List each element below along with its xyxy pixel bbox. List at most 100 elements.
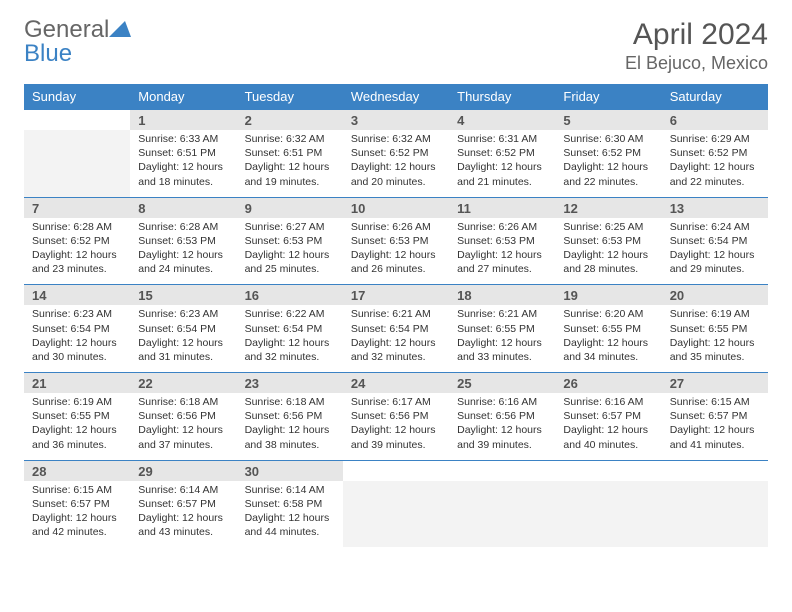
daylight-text: Daylight: 12 hours and 19 minutes. (245, 160, 335, 188)
day-number: 2 (237, 110, 343, 131)
sunset-text: Sunset: 6:53 PM (138, 234, 228, 248)
month-title: April 2024 (625, 18, 768, 51)
sunrise-text: Sunrise: 6:23 AM (32, 307, 122, 321)
day-number: 30 (237, 460, 343, 481)
day-number: 29 (130, 460, 236, 481)
daylight-text: Daylight: 12 hours and 21 minutes. (457, 160, 547, 188)
sunrise-text: Sunrise: 6:18 AM (138, 395, 228, 409)
daylight-text: Daylight: 12 hours and 30 minutes. (32, 336, 122, 364)
day-cell: Sunrise: 6:15 AMSunset: 6:57 PMDaylight:… (24, 481, 130, 548)
day-number: 24 (343, 373, 449, 394)
day-number-row: 14151617181920 (24, 285, 768, 306)
weekday-header: Sunday (24, 84, 130, 110)
sunset-text: Sunset: 6:52 PM (670, 146, 760, 160)
day-detail-row: Sunrise: 6:23 AMSunset: 6:54 PMDaylight:… (24, 305, 768, 372)
day-cell-blank (555, 481, 661, 548)
day-number: 28 (24, 460, 130, 481)
day-cell: Sunrise: 6:15 AMSunset: 6:57 PMDaylight:… (662, 393, 768, 460)
day-number-blank (343, 460, 449, 481)
sunset-text: Sunset: 6:57 PM (563, 409, 653, 423)
day-cell: Sunrise: 6:17 AMSunset: 6:56 PMDaylight:… (343, 393, 449, 460)
day-cell: Sunrise: 6:32 AMSunset: 6:51 PMDaylight:… (237, 130, 343, 197)
calendar-thead: SundayMondayTuesdayWednesdayThursdayFrid… (24, 84, 768, 110)
sunset-text: Sunset: 6:57 PM (138, 497, 228, 511)
sunrise-text: Sunrise: 6:27 AM (245, 220, 335, 234)
day-cell: Sunrise: 6:21 AMSunset: 6:54 PMDaylight:… (343, 305, 449, 372)
day-number: 3 (343, 110, 449, 131)
logo: General Blue (24, 18, 131, 66)
sunrise-text: Sunrise: 6:32 AM (245, 132, 335, 146)
weekday-header: Tuesday (237, 84, 343, 110)
sunrise-text: Sunrise: 6:28 AM (32, 220, 122, 234)
day-cell: Sunrise: 6:19 AMSunset: 6:55 PMDaylight:… (24, 393, 130, 460)
daylight-text: Daylight: 12 hours and 18 minutes. (138, 160, 228, 188)
sunrise-text: Sunrise: 6:19 AM (32, 395, 122, 409)
day-number: 18 (449, 285, 555, 306)
sunrise-text: Sunrise: 6:26 AM (457, 220, 547, 234)
sunrise-text: Sunrise: 6:30 AM (563, 132, 653, 146)
daylight-text: Daylight: 12 hours and 32 minutes. (245, 336, 335, 364)
sunset-text: Sunset: 6:58 PM (245, 497, 335, 511)
daylight-text: Daylight: 12 hours and 29 minutes. (670, 248, 760, 276)
day-cell-blank (449, 481, 555, 548)
weekday-header: Friday (555, 84, 661, 110)
sunset-text: Sunset: 6:57 PM (670, 409, 760, 423)
day-detail-row: Sunrise: 6:19 AMSunset: 6:55 PM Daylight:… (24, 393, 768, 460)
day-cell: Sunrise: 6:18 AMSunset: 6:56 PMDaylight:… (130, 393, 236, 460)
daylight-text: Daylight: 12 hours and 22 minutes. (670, 160, 760, 188)
day-number: 25 (449, 373, 555, 394)
weekday-header: Wednesday (343, 84, 449, 110)
day-detail-row: Sunrise: 6:28 AMSunset: 6:52 PMDaylight:… (24, 218, 768, 285)
weekday-header: Monday (130, 84, 236, 110)
day-number-blank (449, 460, 555, 481)
day-cell: Sunrise: 6:23 AMSunset: 6:54 PMDaylight:… (130, 305, 236, 372)
day-cell: Sunrise: 6:28 AMSunset: 6:52 PMDaylight:… (24, 218, 130, 285)
sunrise-text: Sunrise: 6:26 AM (351, 220, 441, 234)
day-number-blank (662, 460, 768, 481)
day-cell: Sunrise: 6:29 AMSunset: 6:52 PMDaylight:… (662, 130, 768, 197)
daylight-text: Daylight: 12 hours and 44 minutes. (245, 511, 335, 539)
sunset-text: Sunset: 6:54 PM (670, 234, 760, 248)
daylight-text: Daylight: 12 hours and 22 minutes. (563, 160, 653, 188)
sunset-text: Sunset: 6:56 PM (457, 409, 547, 423)
day-cell: Sunrise: 6:28 AMSunset: 6:53 PMDaylight:… (130, 218, 236, 285)
sunset-text: Sunset: 6:55 PM (670, 322, 760, 336)
sunrise-text: Sunrise: 6:22 AM (245, 307, 335, 321)
sunset-text: Sunset: 6:53 PM (457, 234, 547, 248)
day-number: 21 (24, 373, 130, 394)
day-number: 9 (237, 197, 343, 218)
day-cell: Sunrise: 6:32 AMSunset: 6:52 PMDaylight:… (343, 130, 449, 197)
sunrise-text: Sunrise: 6:14 AM (138, 483, 228, 497)
day-number: 1 (130, 110, 236, 131)
day-cell: Sunrise: 6:30 AMSunset: 6:52 PMDaylight:… (555, 130, 661, 197)
sunset-text: Sunset: 6:54 PM (32, 322, 122, 336)
daylight-text: Daylight: 12 hours and 35 minutes. (670, 336, 760, 364)
daylight-text: Daylight: 12 hours and 40 minutes. (563, 423, 653, 451)
sunrise-text: Sunrise: 6:24 AM (670, 220, 760, 234)
sunrise-text: Sunrise: 6:16 AM (457, 395, 547, 409)
logo-text: General Blue (24, 18, 131, 66)
sunset-text: Sunset: 6:56 PM (138, 409, 228, 423)
sunset-text: Sunset: 6:56 PM (245, 409, 335, 423)
sunrise-text: Sunrise: 6:21 AM (351, 307, 441, 321)
sunrise-text: Sunrise: 6:23 AM (138, 307, 228, 321)
daylight-text: Daylight: 12 hours and 33 minutes. (457, 336, 547, 364)
day-number-row: 282930 (24, 460, 768, 481)
daylight-text: Daylight: 12 hours and 39 minutes. (457, 423, 547, 451)
daylight-text: Daylight: 12 hours and 43 minutes. (138, 511, 228, 539)
day-number: 6 (662, 110, 768, 131)
title-block: April 2024 El Bejuco, Mexico (625, 18, 768, 74)
sunset-text: Sunset: 6:57 PM (32, 497, 122, 511)
sunset-text: Sunset: 6:52 PM (563, 146, 653, 160)
day-cell: Sunrise: 6:33 AMSunset: 6:51 PMDaylight:… (130, 130, 236, 197)
daylight-text: Daylight: 12 hours and 34 minutes. (563, 336, 653, 364)
sunset-text: Sunset: 6:55 PM (32, 409, 122, 423)
sunrise-text: Sunrise: 6:16 AM (563, 395, 653, 409)
sunrise-text: Sunrise: 6:31 AM (457, 132, 547, 146)
calendar-body: 123456 Sunrise: 6:33 AMSunset: 6:51 PMDa… (24, 110, 768, 548)
day-number: 26 (555, 373, 661, 394)
weekday-header-row: SundayMondayTuesdayWednesdayThursdayFrid… (24, 84, 768, 110)
sunrise-text: Sunrise: 6:19 AM (670, 307, 760, 321)
sunrise-text: Sunrise: 6:15 AM (32, 483, 122, 497)
day-number: 4 (449, 110, 555, 131)
